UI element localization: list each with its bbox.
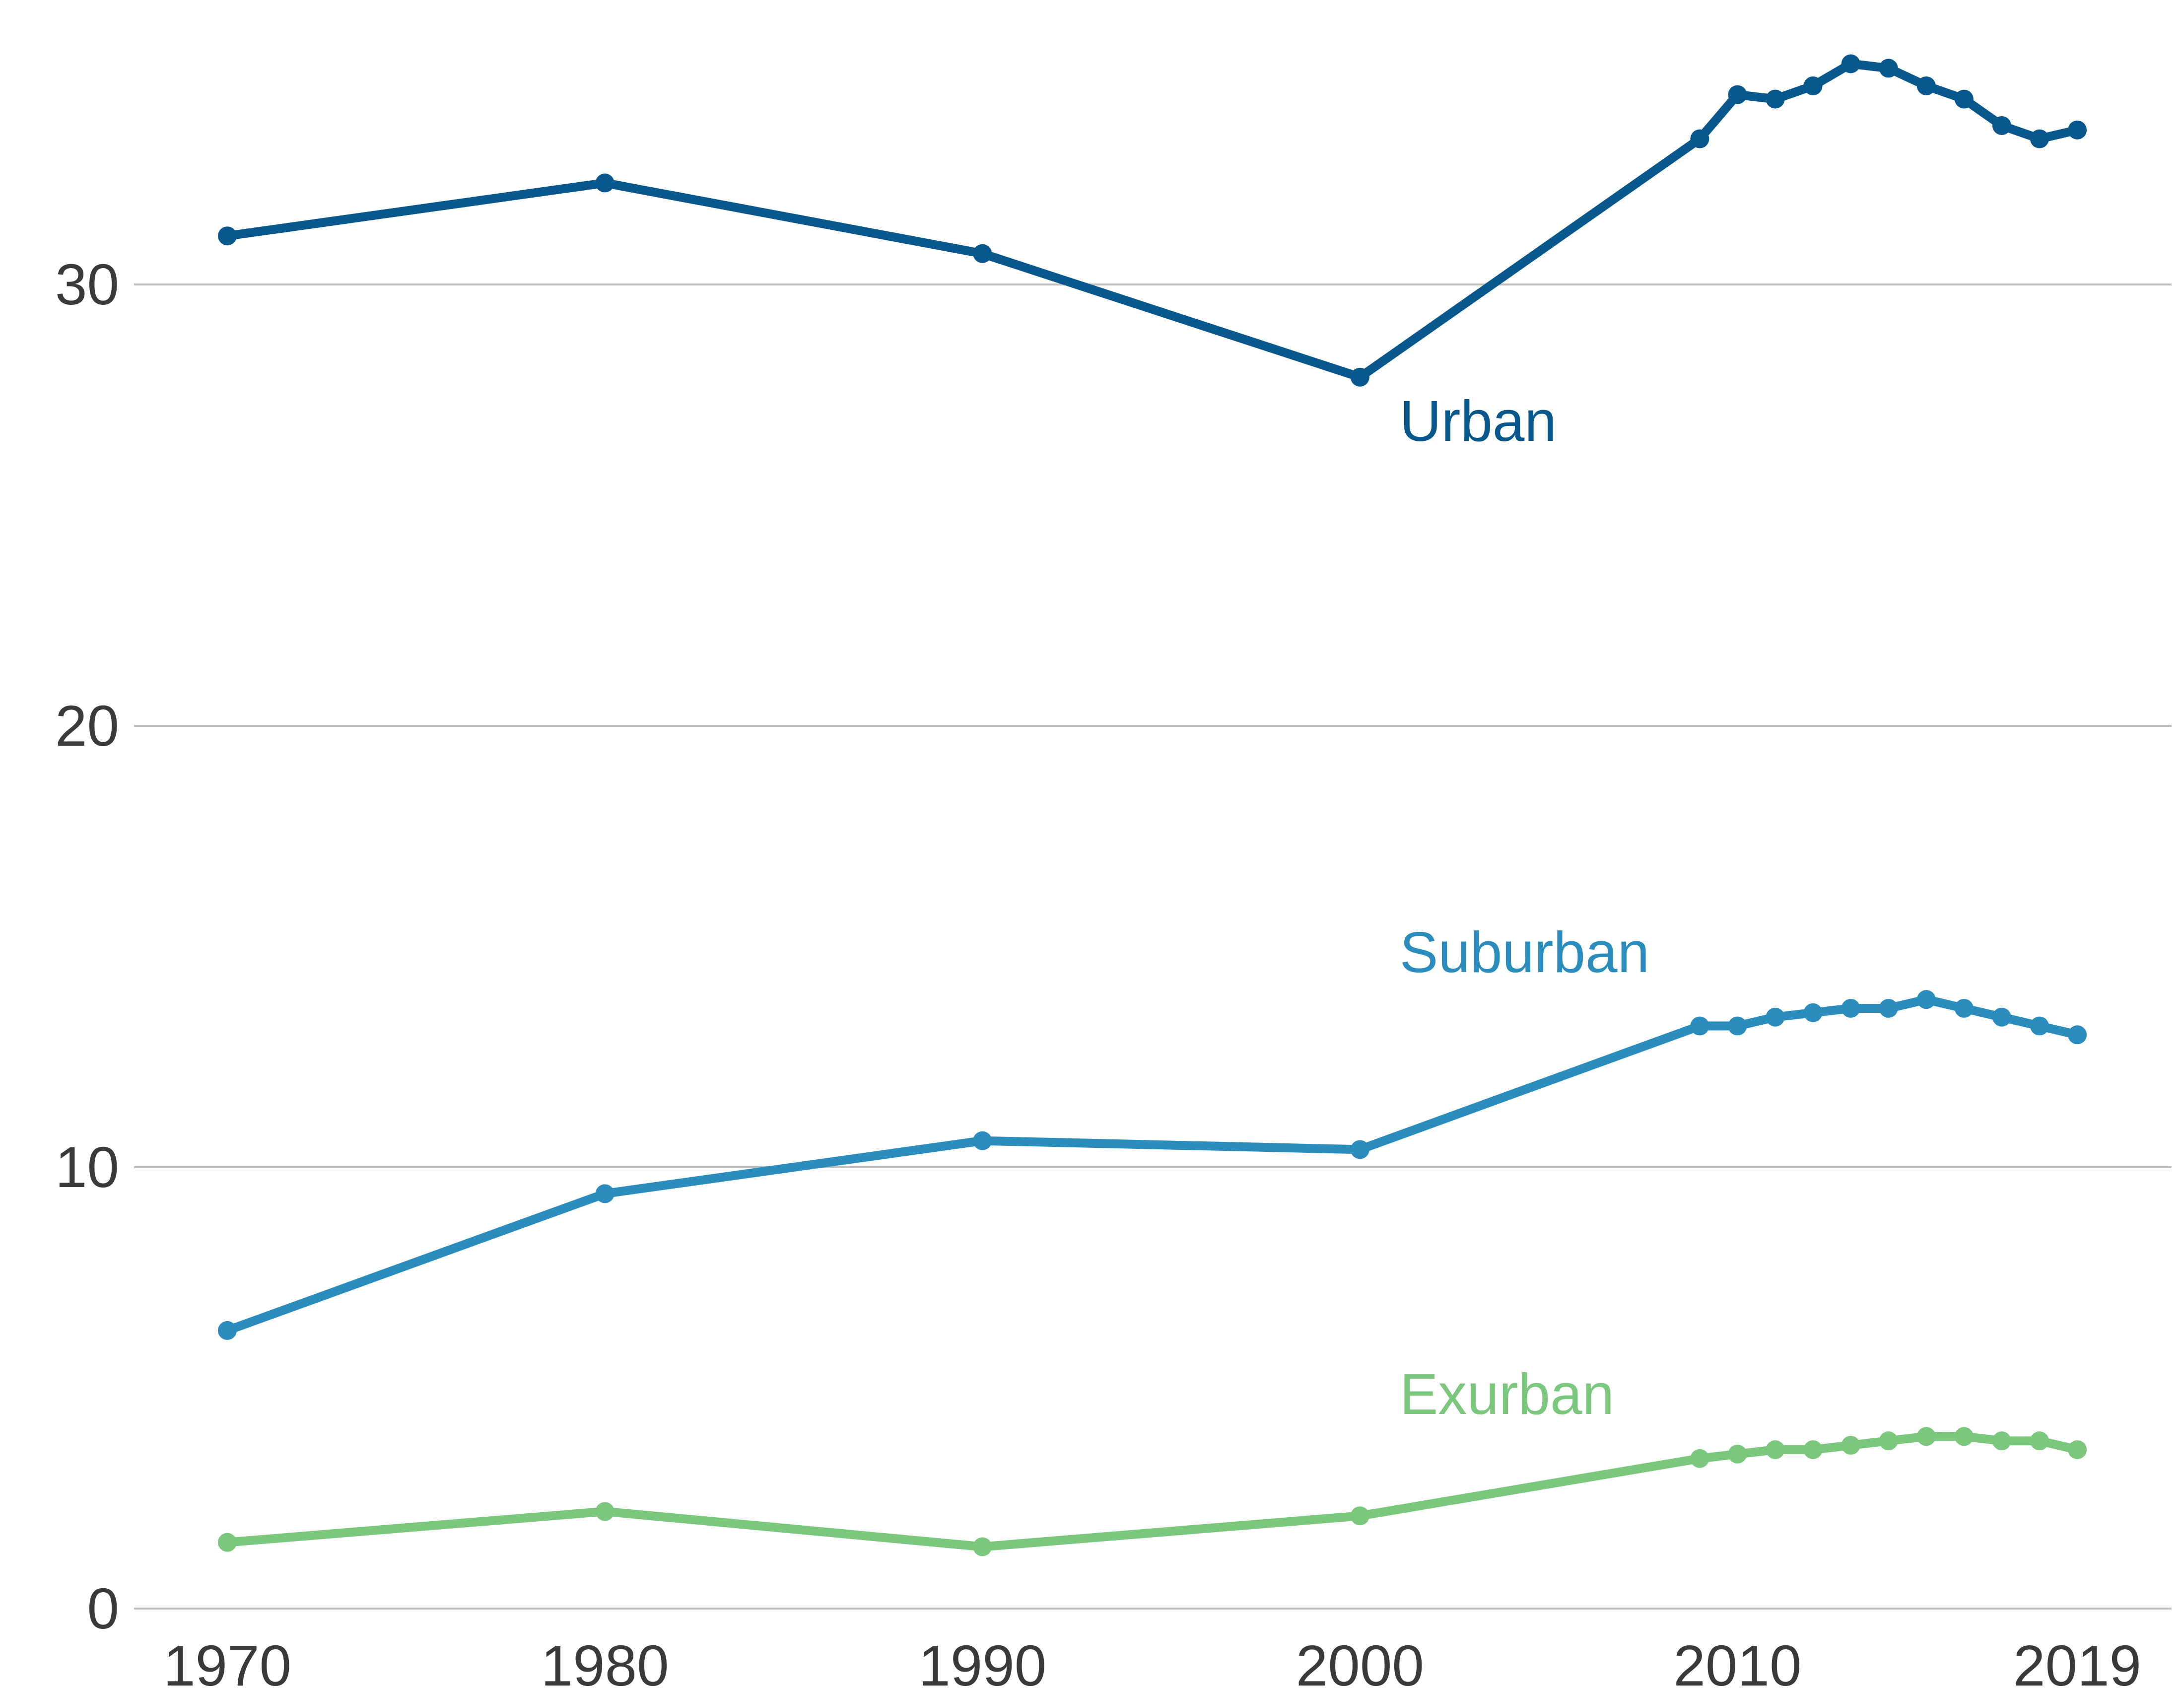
x-tick-label-2000: 2000 [1296, 1633, 1424, 1688]
y-axis-tick-labels: 0 10 20 30 [55, 252, 119, 1641]
data-point-exurban-1990 [973, 1537, 992, 1556]
data-point-suburban-2016 [1954, 998, 1974, 1018]
data-point-suburban-2010 [1728, 1016, 1747, 1036]
x-tick-label-1980: 1980 [541, 1633, 669, 1688]
series-group [218, 54, 2087, 1556]
data-point-urban-1970 [218, 226, 237, 246]
data-point-suburban-2017 [1992, 1007, 2011, 1027]
data-point-urban-2011 [1766, 89, 1785, 109]
data-point-urban-2009 [1690, 129, 1709, 148]
y-tick-label-30: 30 [55, 252, 119, 317]
data-point-suburban-2000 [1350, 1140, 1369, 1159]
series-line-exurban [223, 1432, 2082, 1551]
data-point-suburban-2009 [1690, 1016, 1709, 1036]
data-point-urban-2013 [1841, 54, 1860, 73]
data-point-exurban-2018 [2030, 1431, 2049, 1451]
data-point-suburban-1990 [973, 1131, 992, 1150]
data-point-urban-1980 [595, 173, 614, 193]
gridlines [134, 283, 2172, 1610]
data-point-urban-2017 [1992, 116, 2011, 135]
x-tick-label-2019: 2019 [2013, 1633, 2141, 1688]
data-point-exurban-2016 [1954, 1427, 1974, 1446]
data-point-exurban-2019 [2068, 1440, 2087, 1459]
data-point-exurban-2000 [1350, 1506, 1369, 1526]
series-suburban [218, 990, 2087, 1340]
data-point-urban-2000 [1350, 367, 1369, 387]
series-urban [218, 54, 2087, 387]
series-label-exurban: Exurban [1400, 1362, 1614, 1426]
data-point-exurban-2011 [1766, 1440, 1785, 1459]
series-label-urban: Urban [1400, 389, 1557, 453]
data-point-urban-2014 [1879, 59, 1898, 78]
data-point-exurban-2010 [1728, 1444, 1747, 1464]
x-tick-label-1970: 1970 [163, 1633, 291, 1688]
data-point-exurban-2013 [1841, 1436, 1860, 1455]
data-point-suburban-2018 [2030, 1016, 2049, 1036]
series-line-urban [223, 59, 2082, 382]
data-point-suburban-2013 [1841, 998, 1860, 1018]
data-point-urban-2015 [1916, 76, 1936, 95]
series-label-suburban: Suburban [1400, 920, 1649, 985]
series-exurban [218, 1427, 2087, 1556]
y-tick-label-10: 10 [55, 1135, 119, 1199]
data-point-suburban-2011 [1766, 1007, 1785, 1027]
data-point-exurban-1970 [218, 1533, 237, 1552]
data-point-urban-1990 [973, 244, 992, 263]
series-labels: Urban Suburban Exurban [1400, 389, 1649, 1426]
x-axis-tick-labels: 1970 1980 1990 2000 2010 2019 [163, 1633, 2141, 1688]
data-point-suburban-1980 [595, 1184, 614, 1203]
data-point-exurban-2009 [1690, 1449, 1709, 1468]
data-point-exurban-2015 [1916, 1427, 1936, 1446]
data-point-urban-2010 [1728, 85, 1747, 104]
data-point-exurban-1980 [595, 1502, 614, 1521]
data-point-exurban-2012 [1803, 1440, 1823, 1459]
x-tick-label-2010: 2010 [1673, 1633, 1801, 1688]
data-point-suburban-2012 [1803, 1003, 1823, 1022]
data-point-suburban-2014 [1879, 998, 1898, 1018]
data-point-exurban-2014 [1879, 1431, 1898, 1451]
data-point-urban-2016 [1954, 89, 1974, 109]
data-point-suburban-2015 [1916, 990, 1936, 1009]
data-point-suburban-1970 [218, 1321, 237, 1340]
data-point-urban-2018 [2030, 129, 2049, 148]
data-point-urban-2012 [1803, 76, 1823, 95]
series-line-suburban [223, 995, 2082, 1335]
y-tick-label-0: 0 [87, 1576, 119, 1641]
data-point-suburban-2019 [2068, 1025, 2087, 1045]
data-point-urban-2019 [2068, 120, 2087, 140]
y-tick-label-20: 20 [55, 694, 119, 758]
x-tick-label-1990: 1990 [918, 1633, 1046, 1688]
data-point-exurban-2017 [1992, 1431, 2011, 1451]
